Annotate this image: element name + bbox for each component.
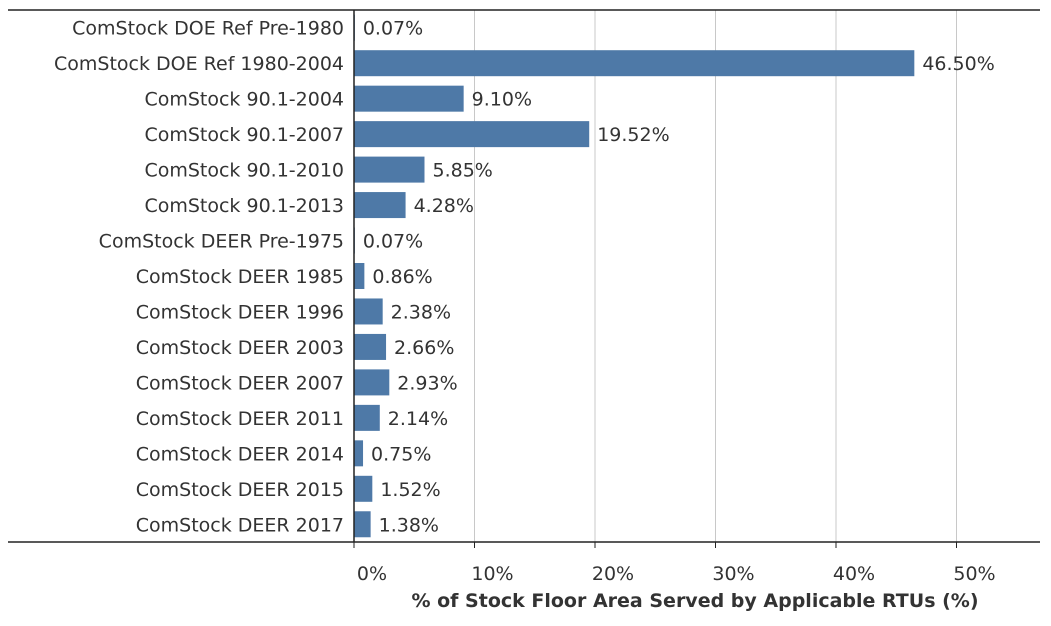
data-label: 0.07% — [363, 18, 423, 40]
x-tick-label: 20% — [592, 563, 634, 585]
data-label: 2.38% — [391, 301, 451, 323]
category-label: ComStock DEER 1996 — [136, 301, 344, 323]
category-label: ComStock 90.1-2013 — [144, 195, 344, 217]
category-label: ComStock DEER 2007 — [136, 372, 344, 394]
x-axis-title: % of Stock Floor Area Served by Applicab… — [411, 590, 978, 612]
category-label: ComStock DOE Ref 1980-2004 — [54, 53, 344, 75]
category-label: ComStock DOE Ref Pre-1980 — [72, 18, 344, 40]
x-tick-label: 50% — [953, 563, 995, 585]
bar — [354, 440, 364, 467]
bar — [354, 192, 406, 219]
bar — [354, 298, 383, 325]
bar — [354, 121, 590, 148]
data-label: 19.52% — [597, 124, 669, 146]
x-tick-label: 0% — [357, 563, 387, 585]
bars — [354, 14, 915, 538]
category-label: ComStock DEER 2003 — [136, 337, 344, 359]
bar — [354, 50, 915, 77]
bar — [354, 511, 371, 538]
category-label: ComStock 90.1-2007 — [144, 124, 344, 146]
data-label: 2.14% — [388, 408, 448, 430]
bar — [354, 333, 387, 360]
data-label: 4.28% — [414, 195, 474, 217]
bar — [354, 263, 365, 289]
x-tick-label: 30% — [712, 563, 754, 585]
data-label: 0.07% — [363, 231, 423, 253]
bar — [354, 404, 380, 431]
axes — [8, 9, 1040, 548]
category-label: ComStock DEER 2011 — [136, 408, 344, 430]
category-label: ComStock 90.1-2004 — [144, 89, 344, 111]
bar — [354, 85, 464, 112]
data-label: 2.93% — [397, 372, 457, 394]
category-label: ComStock DEER 2015 — [136, 479, 344, 501]
category-label: ComStock DEER 2017 — [136, 514, 344, 536]
category-label: ComStock DEER Pre-1975 — [99, 231, 344, 253]
data-label: 5.85% — [432, 160, 492, 182]
data-label: 9.10% — [472, 89, 532, 111]
x-tick-label: 40% — [833, 563, 875, 585]
data-label: 0.86% — [372, 266, 432, 288]
data-label: 1.38% — [379, 514, 439, 536]
bar — [354, 475, 373, 502]
category-label: ComStock DEER 1985 — [136, 266, 344, 288]
data-label: 0.75% — [371, 443, 431, 465]
data-label: 46.50% — [922, 53, 994, 75]
x-tick-label: 10% — [471, 563, 513, 585]
data-label: 2.66% — [394, 337, 454, 359]
category-label: ComStock 90.1-2010 — [144, 160, 344, 182]
data-label: 1.52% — [380, 479, 440, 501]
bar — [354, 156, 425, 183]
bar — [354, 369, 390, 396]
category-label: ComStock DEER 2014 — [136, 443, 344, 465]
gridlines — [474, 10, 957, 542]
labels: 0% 10% 20% 30% 40% 50% ComStock DOE Ref Pre-19… — [54, 18, 996, 585]
